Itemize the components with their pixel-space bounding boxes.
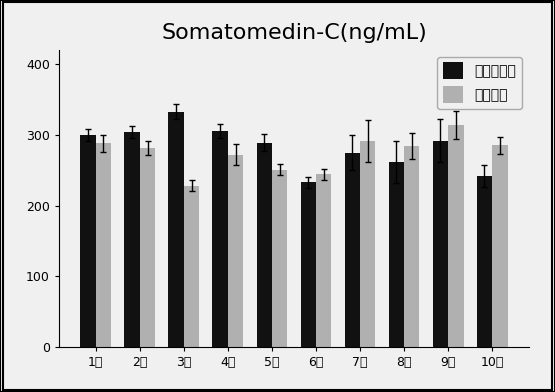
Bar [140,148,155,347]
Title: Somatomedin-C(ng/mL): Somatomedin-C(ng/mL) [161,23,427,43]
Bar [228,155,243,347]
Bar [388,162,404,347]
Bar [80,135,96,347]
Bar [256,143,272,347]
Bar [213,131,228,347]
Bar [184,186,199,347]
Bar [96,143,111,347]
Bar [492,145,507,347]
Bar [168,111,184,347]
Bar [404,146,420,347]
Bar [360,141,375,347]
Bar [345,152,360,347]
Bar [477,176,492,347]
Bar [448,125,463,347]
Legend: 표준에너지, 고에너지: 표준에너지, 고에너지 [437,57,522,109]
Bar [301,182,316,347]
Bar [316,174,331,347]
Bar [124,132,140,347]
Bar [272,169,287,347]
Bar [433,140,448,347]
